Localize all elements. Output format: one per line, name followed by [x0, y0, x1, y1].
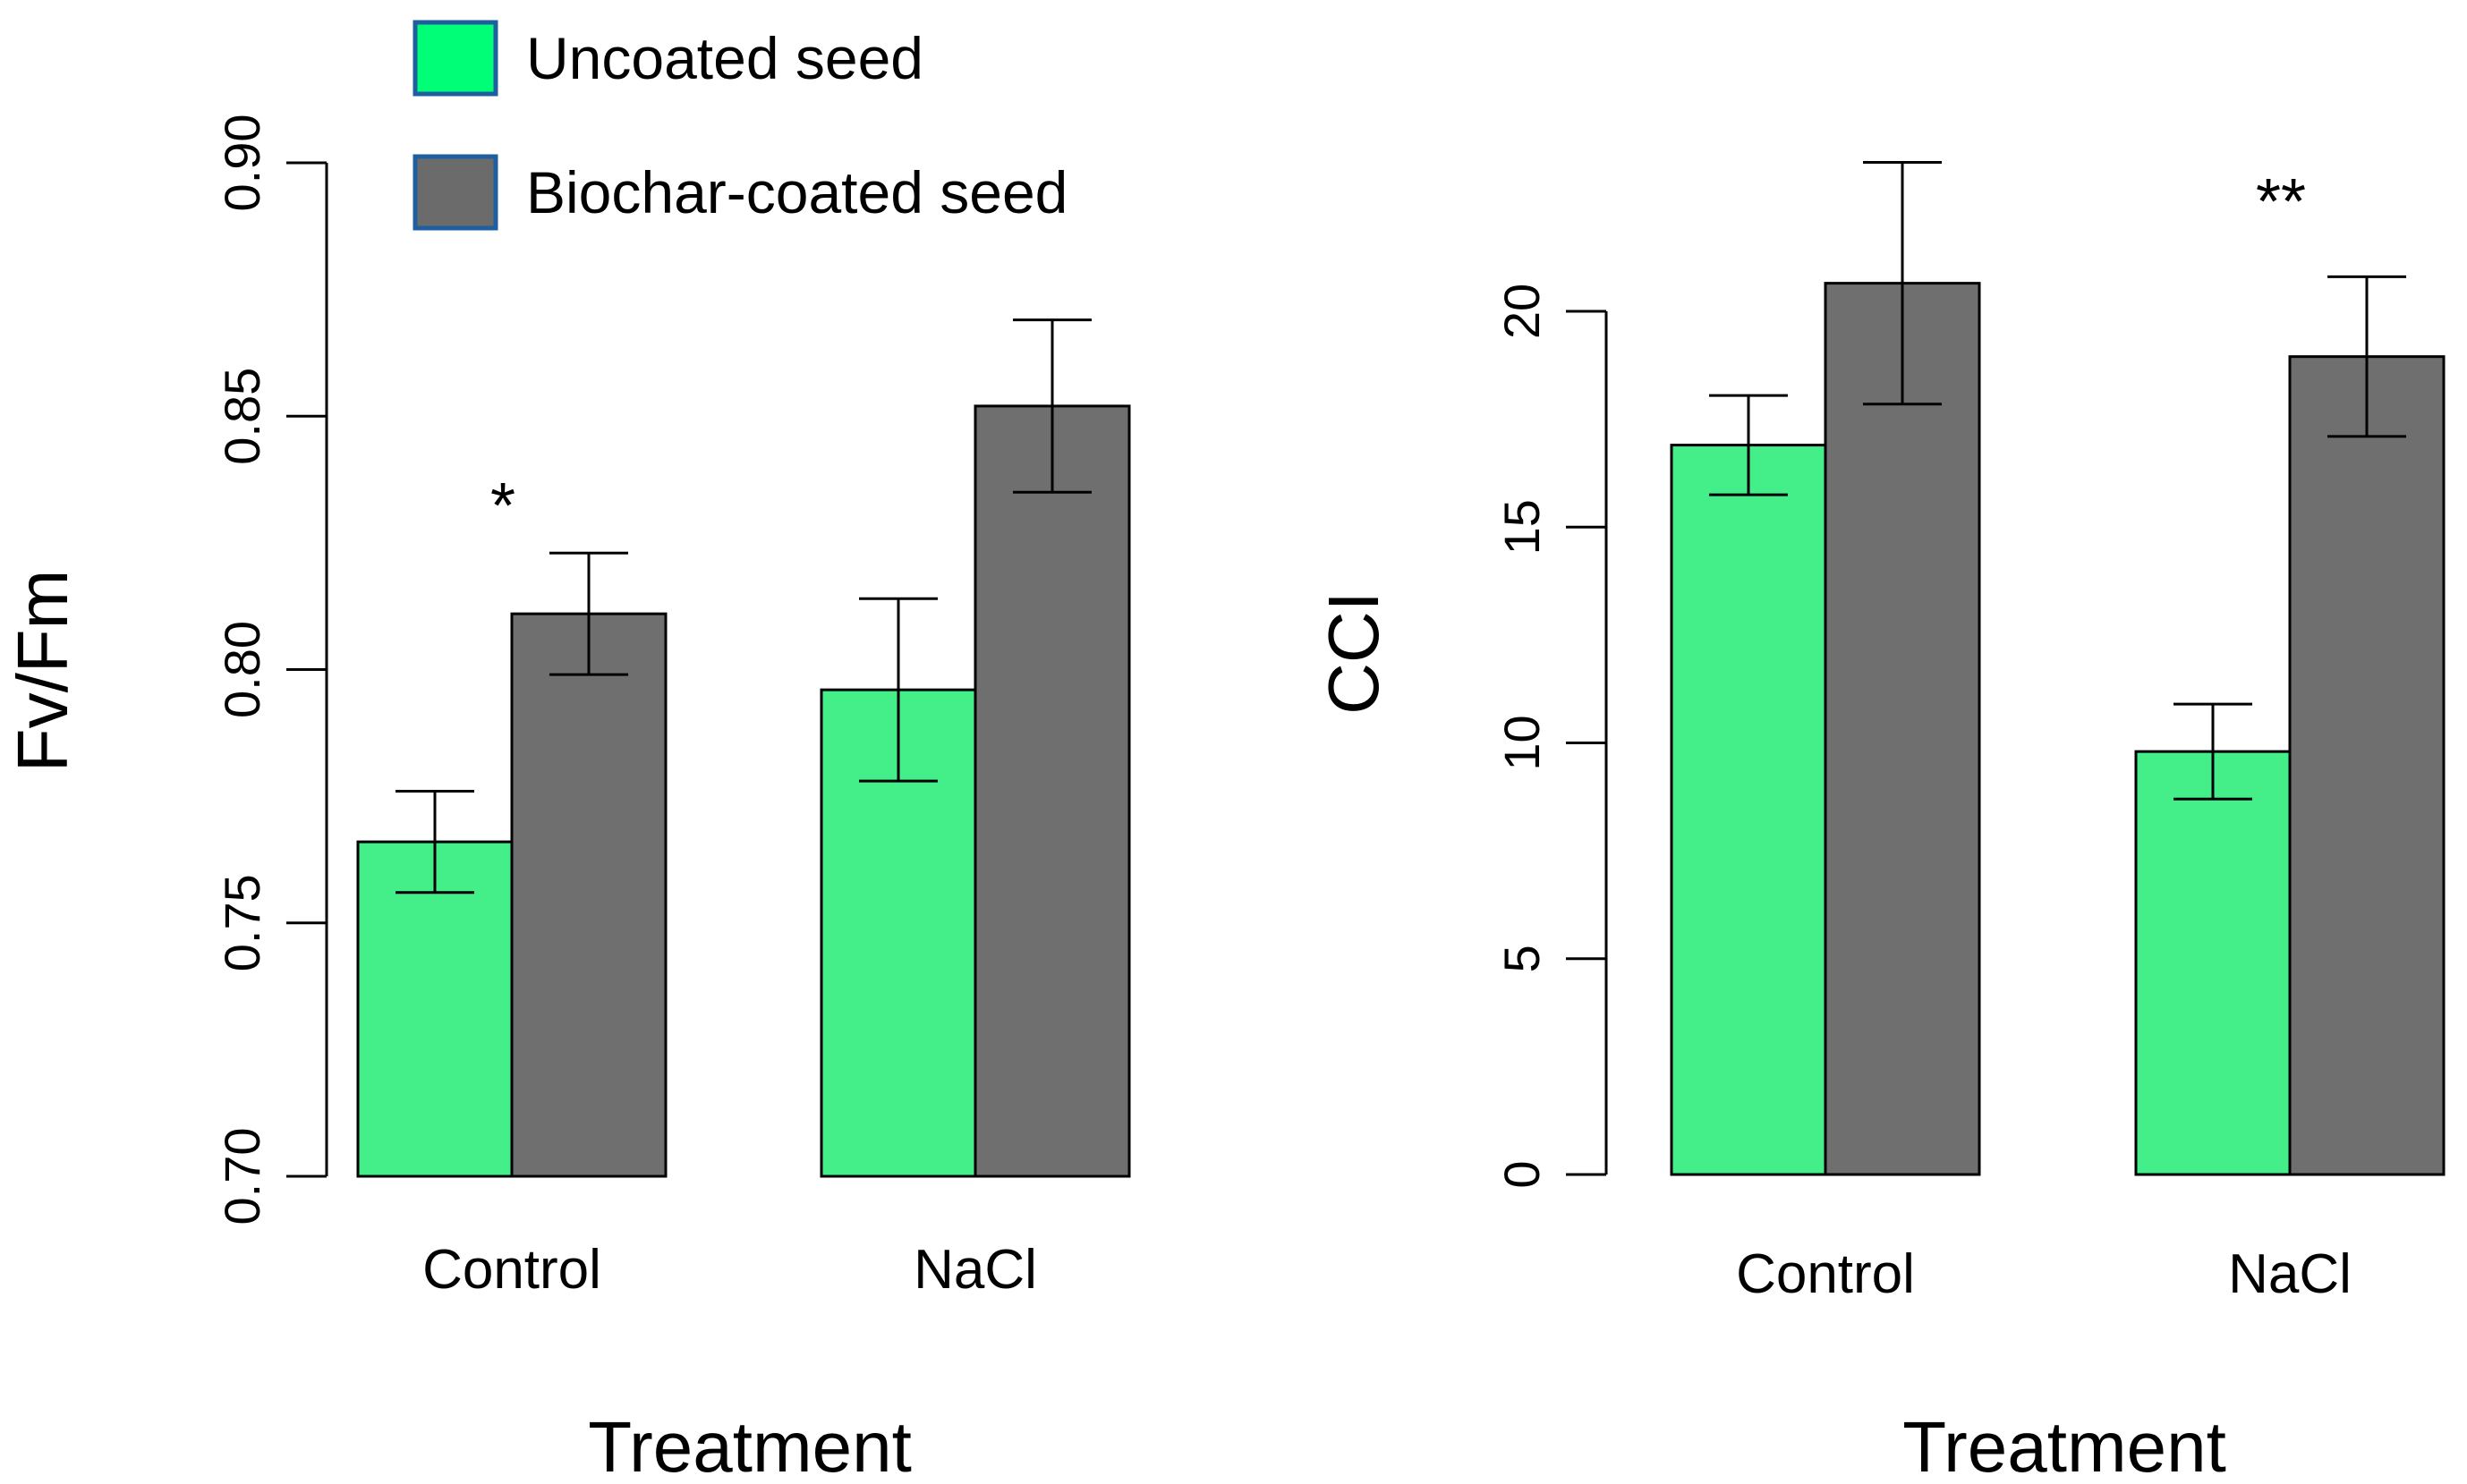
- bar-uncoated-control: [1670, 444, 1827, 1176]
- legend-label-uncoated: Uncoated seed: [526, 25, 923, 91]
- x-category-label: NaCl: [914, 1239, 1037, 1301]
- x-category-label: Control: [422, 1239, 601, 1301]
- y-tick-label: 15: [1493, 499, 1550, 555]
- y-tick-label: 0.70: [214, 1128, 270, 1225]
- bar-biochar-nacl: [2288, 355, 2446, 1176]
- significance-mark: **: [2256, 166, 2306, 238]
- bar-uncoated-nacl: [2134, 750, 2292, 1176]
- cci-chart: 0 5 10 15 20 CCI Control NaCl ** Treatment: [1314, 161, 2446, 1484]
- significance-mark: *: [490, 471, 515, 542]
- error-bar-biochar-control: [1863, 161, 1942, 406]
- legend-swatch-uncoated: [413, 20, 498, 97]
- x-category-label: Control: [1736, 1243, 1915, 1305]
- bar-biochar-control: [1824, 282, 1981, 1176]
- y-tick-label: 0.85: [214, 368, 270, 465]
- x-category-label: NaCl: [2228, 1243, 2352, 1305]
- error-bar-uncoated-nacl: [2174, 702, 2252, 801]
- error-bar-biochar-nacl: [1013, 318, 1092, 494]
- bar-biochar-nacl: [974, 404, 1131, 1178]
- error-bar-uncoated-control: [396, 789, 474, 895]
- legend: Uncoated seed Biochar-coated seed: [413, 20, 1068, 231]
- bar-biochar-control: [510, 612, 668, 1178]
- x-axis-title: Treatment: [588, 1407, 912, 1484]
- y-axis-title: Fv/Fm: [3, 570, 82, 773]
- x-axis-title: Treatment: [1902, 1407, 2226, 1484]
- y-axis-title: CCI: [1314, 591, 1393, 715]
- legend-swatch-biochar: [413, 154, 498, 231]
- y-tick-label: 0.80: [214, 621, 270, 718]
- error-bar-uncoated-control: [1709, 394, 1788, 496]
- legend-label-biochar: Biochar-coated seed: [526, 159, 1068, 225]
- y-tick-label: 5: [1493, 945, 1550, 972]
- y-tick-label: 0.90: [214, 114, 270, 212]
- error-bar-uncoated-nacl: [859, 597, 938, 783]
- fvfm-chart: 0.70 0.75 0.80 0.85 0.90 Fv/Fm Control NaCl * Tre…: [3, 114, 1131, 1484]
- bar-uncoated-control: [356, 840, 514, 1178]
- error-bar-biochar-control: [549, 551, 628, 676]
- y-tick-label: 10: [1493, 715, 1550, 770]
- y-tick-label: 0: [1493, 1160, 1550, 1188]
- error-bar-biochar-nacl: [2327, 275, 2406, 438]
- y-tick-label: 0.75: [214, 874, 270, 971]
- y-tick-label: 20: [1493, 284, 1550, 339]
